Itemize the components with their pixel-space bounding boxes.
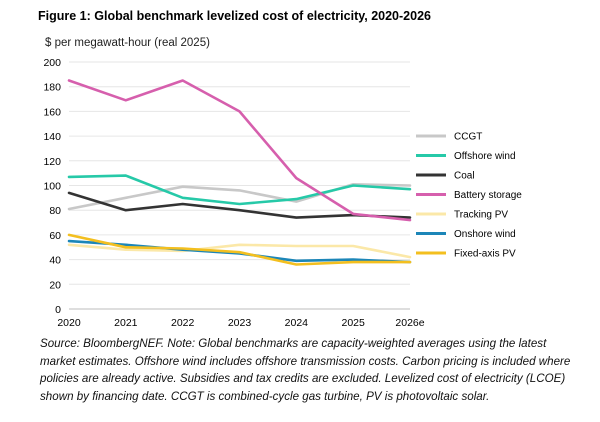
y-tick-label: 200 [43,57,61,69]
series-line-fixed-axis-pv [67,233,412,266]
chart-title: Figure 1: Global benchmark levelized cos… [38,9,431,23]
y-tick-label: 0 [55,304,61,316]
x-tick-label: 2026e [395,317,424,329]
y-tick-label: 20 [49,279,61,291]
x-tick-labels: 2020 2021 2022 2023 2024 2025 2026e [57,317,424,329]
series-line-tracking-pv [67,243,412,259]
y-tick-label: 120 [43,156,61,168]
x-tick-label: 2023 [228,317,252,329]
y-tick-label: 140 [43,131,61,143]
series-lines [67,79,412,266]
y-tick-label: 60 [49,230,61,242]
x-tick-label: 2024 [285,317,309,329]
x-tick-label: 2021 [114,317,138,329]
y-tick-label: 180 [43,82,61,94]
x-tick-label: 2025 [341,317,365,329]
y-axis-unit-label: $ per megawatt-hour (real 2025) [45,37,210,49]
x-tick-label: 2020 [57,317,81,329]
y-tick-label: 100 [43,181,61,193]
legend-label-fixed-axis-pv: Fixed-axis PV [454,249,516,260]
y-tick-labels: 0 20 40 60 80 100 120 140 160 180 200 [43,57,61,316]
legend: CCGT Offshore wind Coal Battery storage Trac… [416,132,522,260]
chart: 0 20 40 60 80 100 120 140 160 180 200 2020 2021 2022… [43,57,522,329]
y-tick-label: 160 [43,106,61,118]
gridlines [69,61,410,310]
legend-label-ccgt: CCGT [454,132,482,143]
y-tick-label: 80 [49,205,61,217]
series-line-offshore-wind [67,174,412,206]
legend-label-offshore-wind: Offshore wind [454,151,516,162]
legend-label-onshore-wind: Onshore wind [454,229,516,240]
legend-label-battery-storage: Battery storage [454,190,522,201]
series-line-battery-storage [67,79,412,222]
y-tick-label: 40 [49,255,61,267]
x-tick-label: 2022 [171,317,195,329]
legend-label-coal: Coal [454,171,475,182]
legend-label-tracking-pv: Tracking PV [454,210,508,221]
source-note: Source: BloombergNEF. Note: Global bench… [40,337,571,403]
